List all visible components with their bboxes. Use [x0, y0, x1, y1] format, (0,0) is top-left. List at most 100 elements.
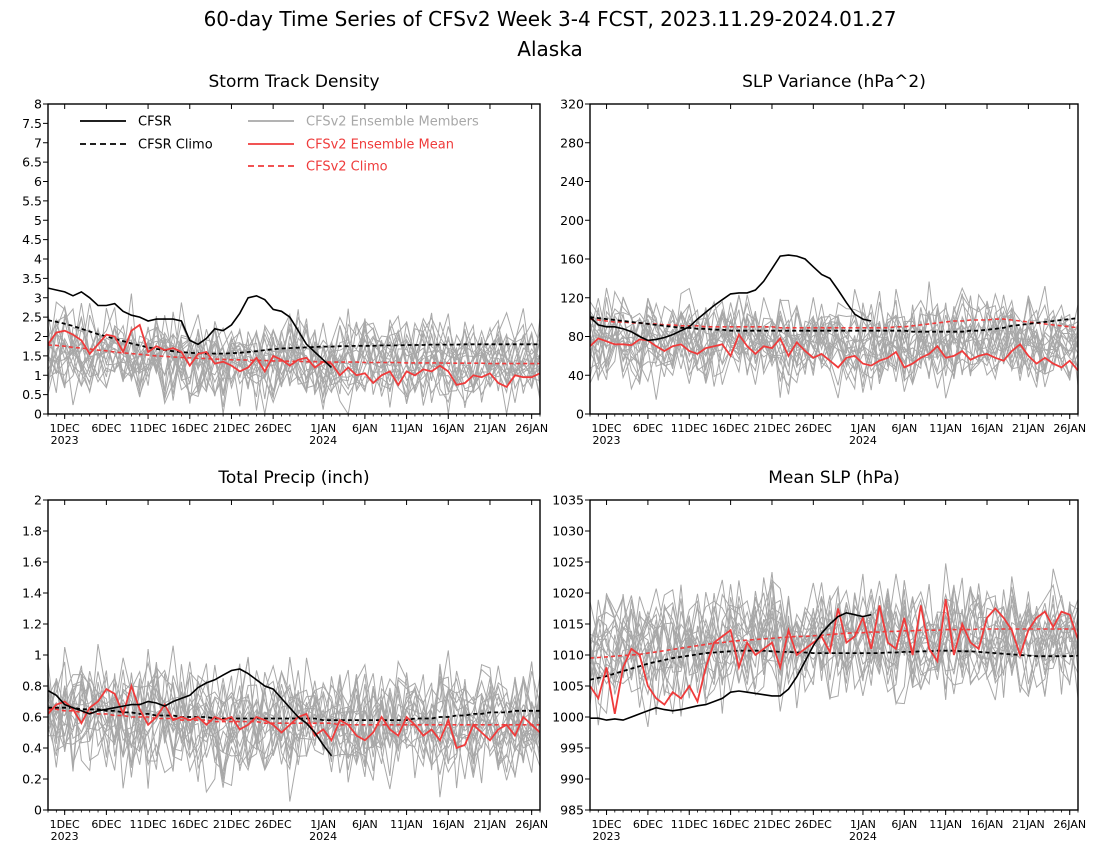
ensemble-member-line	[590, 294, 1078, 381]
ensemble-member-line	[590, 580, 1078, 708]
x-tick-label: 6DEC	[633, 422, 663, 435]
y-tick-label: 5	[34, 213, 42, 228]
x-tick-label: 1JAN	[310, 422, 336, 435]
x-tick-label: 16DEC	[712, 818, 749, 831]
y-tick-label: 1.2	[22, 617, 42, 632]
y-tick-label: 990	[560, 772, 584, 787]
chart-panel: SLP Variance (hPa^2) 0 40 80 120 160 200 240 280…	[560, 72, 1086, 447]
legend-ens-mean-label: CFSv2 Ensemble Mean	[306, 138, 454, 153]
x-tick-label: 11DEC	[130, 422, 167, 435]
ensemble-mean-line	[48, 683, 540, 750]
cfsr-line	[48, 287, 333, 369]
y-tick-label: 1020	[552, 586, 584, 601]
plot-frame	[589, 103, 1079, 415]
y-tick-label: 280	[560, 135, 584, 150]
x-tick-label: 21JAN	[1012, 422, 1045, 435]
x-tick-label: 16JAN	[432, 818, 465, 831]
x-tick-label: 1JAN	[850, 422, 876, 435]
x-tick-label: 11JAN	[929, 422, 962, 435]
cfsr-climo-line	[48, 706, 540, 721]
y-tick-label: 0.6	[22, 710, 42, 725]
x-tick-label: 16DEC	[171, 422, 208, 435]
y-tick-label: 4.5	[22, 232, 42, 247]
panel-title: Mean SLP (hPa)	[768, 468, 900, 488]
plot-area	[48, 644, 540, 802]
plot-frame	[47, 499, 541, 811]
ensemble-member-line	[48, 664, 540, 789]
plot-area	[590, 254, 1078, 400]
x-tick-label: 11DEC	[130, 818, 167, 831]
x-tick-label: 21JAN	[474, 422, 507, 435]
y-tick-label: 1035	[552, 493, 584, 508]
y-tick-label: 1.6	[22, 555, 42, 570]
x-tick-label: 26DEC	[795, 422, 832, 435]
x-tick-label: 11JAN	[390, 422, 423, 435]
y-tick-label: 6.5	[22, 155, 42, 170]
x-year-label: 2023	[51, 830, 79, 843]
chart-panel: Mean SLP (hPa) 985 990 995 1000 1005 1010 1015 1…	[552, 468, 1086, 843]
y-tick-label: 1015	[552, 617, 584, 632]
y-tick-label: 0.5	[22, 387, 42, 402]
ensemble-member-line	[48, 663, 540, 778]
y-tick-label: 1	[34, 368, 42, 383]
ensemble-member-line	[48, 657, 540, 802]
x-tick-label: 6JAN	[352, 818, 378, 831]
y-tick-label: 1030	[552, 524, 584, 539]
y-tick-label: 240	[560, 174, 584, 189]
y-tick-label: 200	[560, 213, 584, 228]
x-tick-label: 11JAN	[390, 818, 423, 831]
y-tick-label: 5.5	[22, 193, 42, 208]
x-tick-label: 6DEC	[633, 818, 663, 831]
x-year-label: 2024	[309, 830, 337, 843]
y-tick-label: 0	[34, 407, 42, 422]
cfsr-line	[590, 611, 872, 721]
ensemble-member-line	[590, 286, 1078, 392]
ensemble-member-line	[590, 584, 1078, 699]
x-tick-label: 16DEC	[712, 422, 749, 435]
x-tick-label: 6DEC	[91, 818, 121, 831]
y-tick-label: 6	[34, 174, 42, 189]
x-tick-label: 21DEC	[753, 818, 790, 831]
cfsv2-climo-line	[48, 708, 540, 726]
y-tick-label: 0.4	[22, 741, 42, 756]
y-tick-label: 80	[568, 329, 584, 344]
x-tick-label: 26DEC	[255, 818, 292, 831]
y-tick-label: 3	[34, 290, 42, 305]
x-year-label: 2023	[593, 434, 621, 447]
y-tick-label: 1.4	[22, 586, 42, 601]
y-tick-label: 2	[34, 329, 42, 344]
chart-panel: Storm Track Density 0 0.5 1 1.5 2 2.5 3 3.5 4 4.5 5…	[22, 72, 548, 447]
plot-area	[48, 287, 540, 414]
y-tick-label: 8	[34, 97, 42, 112]
ensemble-member-line	[590, 299, 1078, 400]
x-tick-label: 26JAN	[1053, 818, 1086, 831]
x-year-label: 2024	[309, 434, 337, 447]
ensemble-member-line	[590, 288, 1078, 383]
ensemble-member-line	[590, 577, 1078, 696]
x-tick-label: 16DEC	[171, 818, 208, 831]
y-tick-label: 1010	[552, 648, 584, 663]
x-tick-label: 6DEC	[91, 422, 121, 435]
x-tick-label: 21DEC	[213, 818, 250, 831]
y-tick-label: 1	[34, 648, 42, 663]
x-tick-label: 1DEC	[50, 818, 80, 831]
cfsv2-climo-line	[48, 344, 540, 365]
x-tick-label: 26DEC	[795, 818, 832, 831]
ensemble-mean-line	[48, 323, 540, 389]
x-tick-label: 1DEC	[591, 422, 621, 435]
panel-title: Storm Track Density	[208, 72, 379, 92]
ensemble-member-line	[590, 297, 1078, 399]
ensemble-mean-line	[590, 332, 1078, 371]
y-tick-label: 0.8	[22, 679, 42, 694]
x-tick-label: 21DEC	[753, 422, 790, 435]
ensemble-member-line	[590, 302, 1078, 399]
cfsr-line	[590, 254, 872, 342]
y-tick-label: 1005	[552, 679, 584, 694]
ensemble-member-line	[48, 661, 540, 789]
y-tick-label: 0	[576, 407, 584, 422]
ensemble-member-line	[590, 587, 1078, 709]
x-tick-label: 11JAN	[929, 818, 962, 831]
ensemble-member-line	[48, 318, 540, 404]
panels-group: Storm Track Density 0 0.5 1 1.5 2 2.5 3 3.5 4 4.5 5…	[22, 72, 1086, 843]
